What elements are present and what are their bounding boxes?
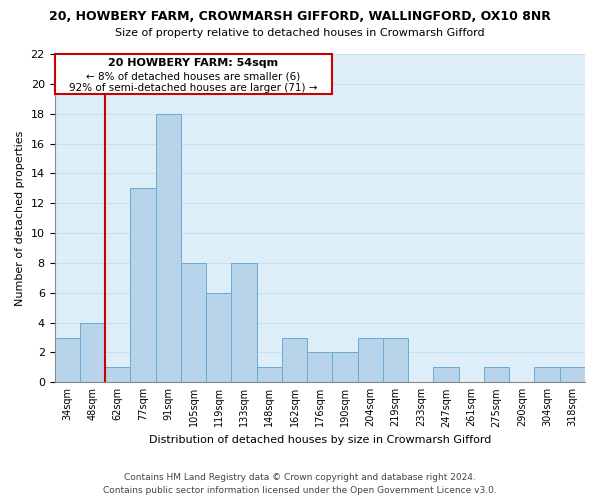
Bar bbox=[332, 352, 358, 382]
X-axis label: Distribution of detached houses by size in Crowmarsh Gifford: Distribution of detached houses by size … bbox=[149, 435, 491, 445]
Text: 20, HOWBERY FARM, CROWMARSH GIFFORD, WALLINGFORD, OX10 8NR: 20, HOWBERY FARM, CROWMARSH GIFFORD, WAL… bbox=[49, 10, 551, 23]
Text: Contains HM Land Registry data © Crown copyright and database right 2024.
Contai: Contains HM Land Registry data © Crown c… bbox=[103, 474, 497, 495]
Bar bbox=[535, 368, 560, 382]
Text: 20 HOWBERY FARM: 54sqm: 20 HOWBERY FARM: 54sqm bbox=[109, 58, 278, 68]
Bar bbox=[560, 368, 585, 382]
Bar bbox=[282, 338, 307, 382]
Bar bbox=[232, 263, 257, 382]
Bar bbox=[257, 368, 282, 382]
Bar bbox=[55, 338, 80, 382]
Bar bbox=[307, 352, 332, 382]
Bar bbox=[105, 368, 130, 382]
Bar bbox=[484, 368, 509, 382]
Text: Size of property relative to detached houses in Crowmarsh Gifford: Size of property relative to detached ho… bbox=[115, 28, 485, 38]
Text: ← 8% of detached houses are smaller (6): ← 8% of detached houses are smaller (6) bbox=[86, 72, 301, 82]
Bar bbox=[80, 322, 105, 382]
FancyBboxPatch shape bbox=[55, 54, 332, 94]
Bar bbox=[358, 338, 383, 382]
Bar bbox=[206, 293, 232, 382]
Bar bbox=[130, 188, 155, 382]
Bar bbox=[383, 338, 408, 382]
Bar bbox=[155, 114, 181, 382]
Bar bbox=[433, 368, 458, 382]
Y-axis label: Number of detached properties: Number of detached properties bbox=[15, 130, 25, 306]
Text: 92% of semi-detached houses are larger (71) →: 92% of semi-detached houses are larger (… bbox=[69, 84, 318, 94]
Bar bbox=[181, 263, 206, 382]
